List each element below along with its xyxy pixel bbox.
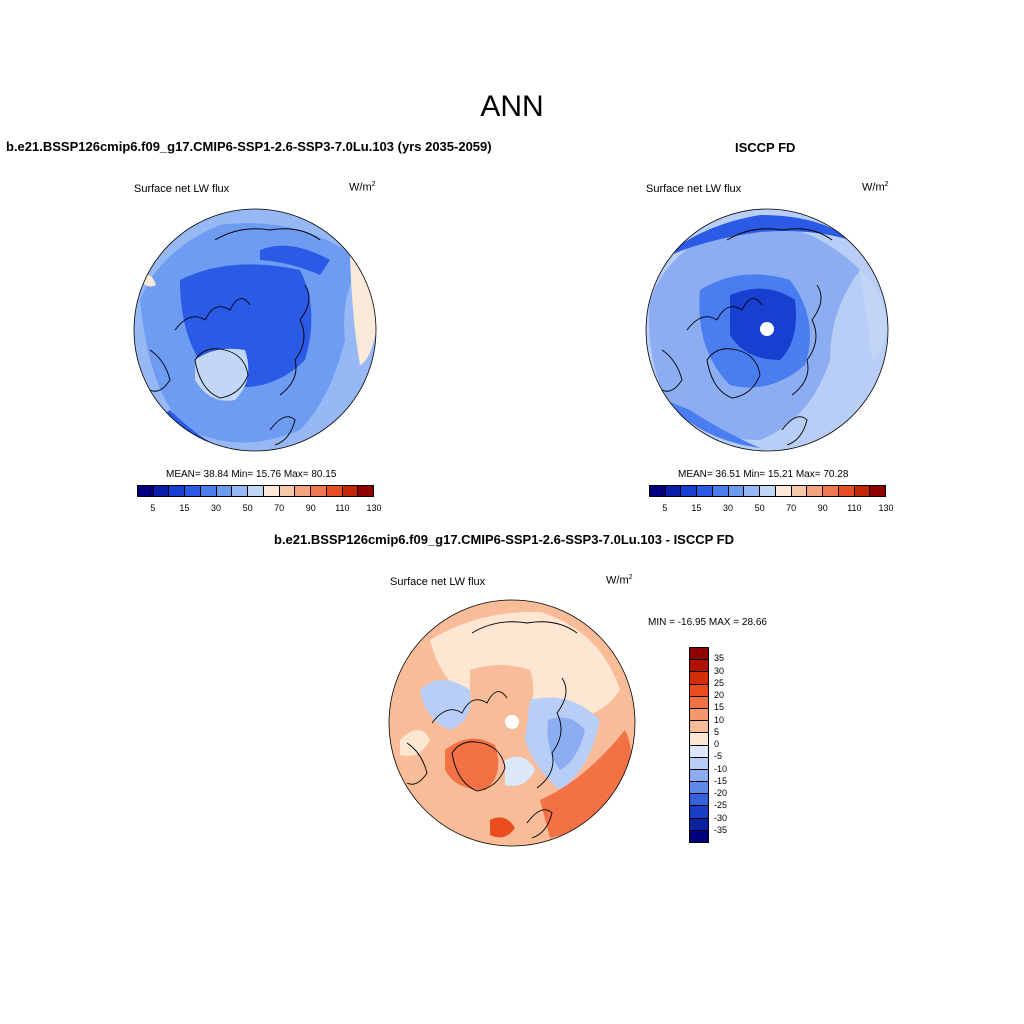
colorbar-tick-label: 90	[305, 503, 316, 513]
colorbar-tick-label: 50	[754, 503, 765, 513]
colorbar-tick-label: -15	[714, 775, 728, 786]
panel-2-variable: Surface net LW flux	[646, 183, 742, 195]
colorbar-swatch	[200, 486, 217, 496]
colorbar-swatch	[744, 486, 761, 496]
colorbar-tick-label: 130	[878, 503, 894, 513]
colorbar-tick-label: 5	[150, 503, 156, 513]
colorbar-swatch	[690, 782, 708, 795]
panel-1-variable: Surface net LW flux	[134, 183, 230, 195]
colorbar-diff-ticks: 35 30 25 20 15 10 5 0 -5 -10 -15 -20 -25 -30 -35	[714, 647, 754, 843]
colorbar-swatch	[690, 757, 708, 770]
colorbar-swatch	[169, 486, 186, 496]
panel-1-title: b.e21.BSSP126cmip6.f09_g17.CMIP6-SSP1-2.…	[6, 139, 492, 154]
colorbar-swatch	[263, 486, 280, 496]
colorbar-obs-ticks: 5 15 30 50 70 90 110 130	[649, 503, 893, 515]
colorbar-tick-label: 20	[714, 690, 725, 700]
colorbar-swatch	[775, 486, 792, 496]
colorbar-tick-label: 130	[366, 503, 382, 513]
panel-1-units: W/m2	[349, 181, 376, 194]
colorbar-tick-label: 50	[242, 503, 253, 513]
panel-3-units: W/m2	[606, 574, 633, 587]
colorbar-swatch	[690, 745, 708, 758]
colorbar-tick-label: 15	[714, 702, 725, 713]
panel-3-title: b.e21.BSSP126cmip6.f09_g17.CMIP6-SSP1-2.…	[274, 532, 735, 547]
colorbar-swatch	[854, 486, 871, 496]
colorbar-swatch	[342, 486, 359, 496]
colorbar-swatch	[358, 486, 374, 496]
colorbar-swatch	[681, 486, 698, 496]
colorbar-tick-label: 30	[714, 665, 725, 676]
colorbar-swatch	[153, 486, 170, 496]
colorbar-tick-label: -35	[714, 824, 728, 835]
colorbar-swatch	[665, 486, 682, 496]
panel-3-variable: Surface net LW flux	[390, 576, 486, 588]
colorbar-swatch	[650, 486, 666, 496]
map-model	[134, 209, 376, 451]
colorbar-swatch	[690, 733, 708, 746]
colorbar-obs	[649, 485, 886, 497]
panel-2-units: W/m2	[862, 181, 889, 194]
colorbar-swatch	[690, 806, 708, 819]
colorbar-swatch	[690, 684, 708, 697]
colorbar-swatch	[690, 721, 708, 734]
colorbar-swatch	[760, 486, 776, 496]
colorbar-swatch	[690, 708, 708, 722]
colorbar-model-ticks: 5 15 30 50 70 90 110 130	[137, 503, 381, 515]
colorbar-swatch	[185, 486, 201, 496]
colorbar-swatch	[690, 818, 708, 831]
colorbar-tick-label: 70	[786, 503, 797, 513]
colorbar-swatch	[311, 486, 327, 496]
colorbar-swatch	[870, 486, 886, 496]
colorbar-tick-label: 15	[691, 503, 702, 513]
colorbar-tick-label: 110	[335, 503, 350, 513]
colorbar-tick-label: 5	[714, 726, 720, 737]
colorbar-diff	[689, 647, 709, 843]
colorbar-tick-label: 5	[662, 503, 668, 513]
colorbar-tick-label: -25	[714, 800, 728, 811]
colorbar-tick-label: 90	[817, 503, 828, 513]
panel-1-stats: MEAN= 38.84 Min= 15.76 Max= 80.15	[166, 469, 337, 480]
colorbar-swatch	[690, 648, 708, 661]
colorbar-tick-label: 25	[714, 677, 725, 688]
colorbar-swatch	[295, 486, 312, 496]
colorbar-tick-label: -30	[714, 812, 728, 823]
colorbar-swatch	[690, 830, 708, 842]
colorbar-swatch	[279, 486, 296, 496]
colorbar-swatch	[712, 486, 729, 496]
colorbar-swatch	[138, 486, 154, 496]
colorbar-swatch	[807, 486, 824, 496]
colorbar-swatch	[690, 794, 708, 807]
colorbar-swatch	[838, 486, 855, 496]
panel-3-stats: MIN = -16.95 MAX = 28.66	[648, 617, 767, 628]
colorbar-tick-label: 70	[274, 503, 285, 513]
figure-title: ANN	[480, 90, 544, 123]
colorbar-tick-label: -10	[714, 763, 728, 774]
colorbar-tick-label: -5	[714, 751, 723, 762]
colorbar-tick-label: -20	[714, 788, 728, 798]
colorbar-swatch	[690, 672, 708, 685]
colorbar-tick-label: 0	[714, 739, 720, 749]
colorbar-tick-label: 30	[210, 503, 222, 513]
colorbar-tick-label: 15	[179, 503, 190, 513]
colorbar-swatch	[690, 769, 708, 783]
colorbar-swatch	[697, 486, 713, 496]
colorbar-swatch	[690, 660, 708, 673]
colorbar-tick-label: 10	[714, 714, 725, 725]
colorbar-swatch	[690, 696, 708, 709]
colorbar-model	[137, 485, 374, 497]
panel-2-stats: MEAN= 36.51 Min= 15.21 Max= 70.28	[678, 469, 849, 480]
colorbar-swatch	[326, 486, 343, 496]
colorbar-tick-label: 110	[847, 503, 862, 513]
colorbar-swatch	[248, 486, 264, 496]
colorbar-swatch	[232, 486, 249, 496]
colorbar-swatch	[728, 486, 745, 496]
panel-2-title: ISCCP FD	[735, 140, 796, 155]
colorbar-swatch	[216, 486, 233, 496]
colorbar-swatch	[791, 486, 808, 496]
colorbar-tick-label: 30	[722, 503, 734, 513]
colorbar-swatch	[823, 486, 839, 496]
colorbar-tick-label: 35	[714, 653, 725, 664]
